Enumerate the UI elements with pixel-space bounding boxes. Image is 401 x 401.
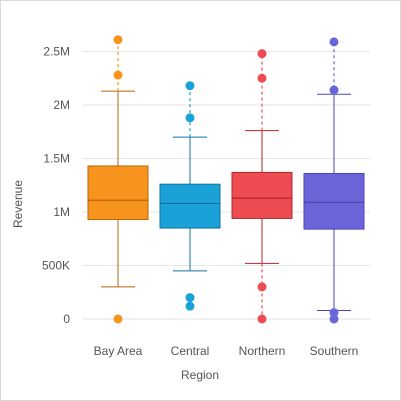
box-iqr [87, 165, 149, 220]
outlier-point [257, 314, 267, 324]
x-tick-label: Central [171, 344, 210, 358]
outlier-point [329, 37, 339, 47]
x-axis-title: Region [181, 368, 219, 382]
y-tick-label: 1.5M [43, 152, 70, 166]
box-group [159, 81, 221, 311]
box-group [303, 37, 365, 324]
outlier-point [329, 85, 339, 95]
outlier-point [257, 73, 267, 83]
y-tick-label: 2.5M [43, 45, 70, 59]
y-tick-label: 1M [53, 205, 70, 219]
outlier-point [185, 81, 195, 91]
y-axis-title: Revenue [11, 180, 25, 228]
x-axis: Bay Area Central Northern Southern [94, 344, 359, 358]
outlier-point [329, 314, 339, 324]
y-tick-label: 2M [53, 98, 70, 112]
y-axis: 0 500K 1M 1.5M 2M 2.5M [42, 45, 70, 327]
x-tick-label: Northern [239, 344, 286, 358]
y-tick-label: 500K [42, 259, 70, 273]
outlier-point [185, 113, 195, 123]
outlier-point [257, 49, 267, 59]
outlier-point [257, 282, 267, 292]
outlier-point [113, 35, 123, 45]
outlier-point [329, 308, 339, 318]
outlier-point [185, 293, 195, 303]
box-iqr [159, 183, 221, 229]
box-iqr [231, 171, 293, 219]
x-tick-label: Southern [310, 344, 359, 358]
outlier-point [113, 70, 123, 80]
box-group [231, 49, 293, 324]
box-group [87, 35, 149, 324]
box-iqr [303, 172, 365, 230]
outlier-point [185, 301, 195, 311]
x-tick-label: Bay Area [94, 344, 143, 358]
outlier-point [113, 314, 123, 324]
boxes-layer [87, 35, 365, 324]
y-tick-label: 0 [63, 312, 70, 326]
